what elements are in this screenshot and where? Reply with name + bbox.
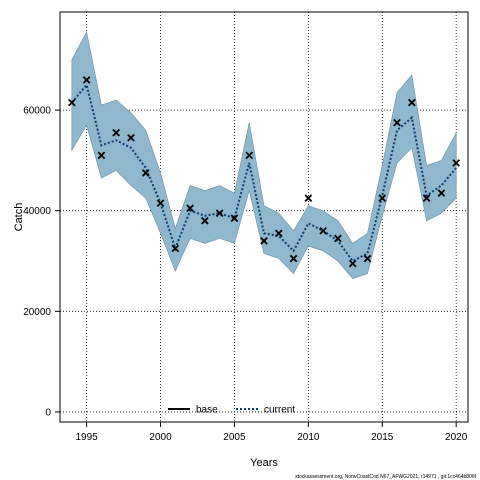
observed-point	[171, 244, 180, 253]
observed-point	[245, 151, 254, 160]
observed-point	[378, 194, 387, 202]
observed-point	[289, 254, 298, 263]
y-axis-title: Catch	[13, 203, 25, 232]
observed-point	[363, 254, 372, 263]
observed-point	[393, 118, 401, 127]
x-tick-label: 2000	[149, 432, 172, 443]
plot-frame	[59, 11, 469, 423]
x-tick-label: 1995	[75, 432, 98, 443]
y-tick-label: 20000	[23, 307, 51, 318]
y-axis: 0 20000 40000 60000	[23, 106, 60, 418]
observed-point	[230, 214, 239, 223]
observed-point	[334, 234, 342, 243]
x-axis-title: Years	[250, 457, 278, 469]
legend: base current	[168, 405, 295, 416]
observed-point	[274, 229, 283, 238]
confidence-band	[71, 31, 457, 279]
observed-point	[97, 151, 106, 160]
observed-point	[422, 194, 431, 202]
observed-point	[127, 133, 135, 142]
x-tick-label: 2005	[223, 432, 246, 443]
observed-point	[215, 209, 224, 218]
observed-point	[156, 199, 165, 208]
observed-point	[201, 216, 209, 225]
x-tick-label: 2020	[445, 432, 468, 443]
observed-point	[407, 98, 416, 107]
observed-point	[186, 204, 194, 213]
observed-point	[260, 237, 268, 245]
y-tick-label: 0	[45, 407, 51, 418]
observed-point	[67, 98, 76, 107]
observed-point	[82, 76, 91, 84]
legend-current-label: current	[264, 405, 295, 416]
current-line	[71, 82, 457, 263]
observed-point	[141, 169, 150, 177]
confidence-band-area	[71, 31, 457, 279]
x-axis: 1995 2000 2005 2010 2015 2020	[75, 422, 468, 443]
y-tick-label: 40000	[23, 206, 51, 217]
series-current-line	[71, 82, 457, 263]
observed-point	[452, 159, 461, 167]
observed-point	[437, 189, 446, 197]
observed-points	[67, 76, 461, 268]
observed-point	[304, 194, 313, 202]
observed-point	[112, 128, 121, 137]
legend-base-label: base	[196, 405, 218, 416]
x-tick-label: 2010	[297, 432, 320, 443]
footer-note: stockassessment.org, NorwCoastCod N67_AF…	[295, 474, 477, 480]
y-tick-label: 60000	[23, 106, 51, 117]
observed-point	[319, 226, 327, 235]
observed-point	[348, 259, 357, 268]
x-tick-label: 2015	[371, 432, 394, 443]
